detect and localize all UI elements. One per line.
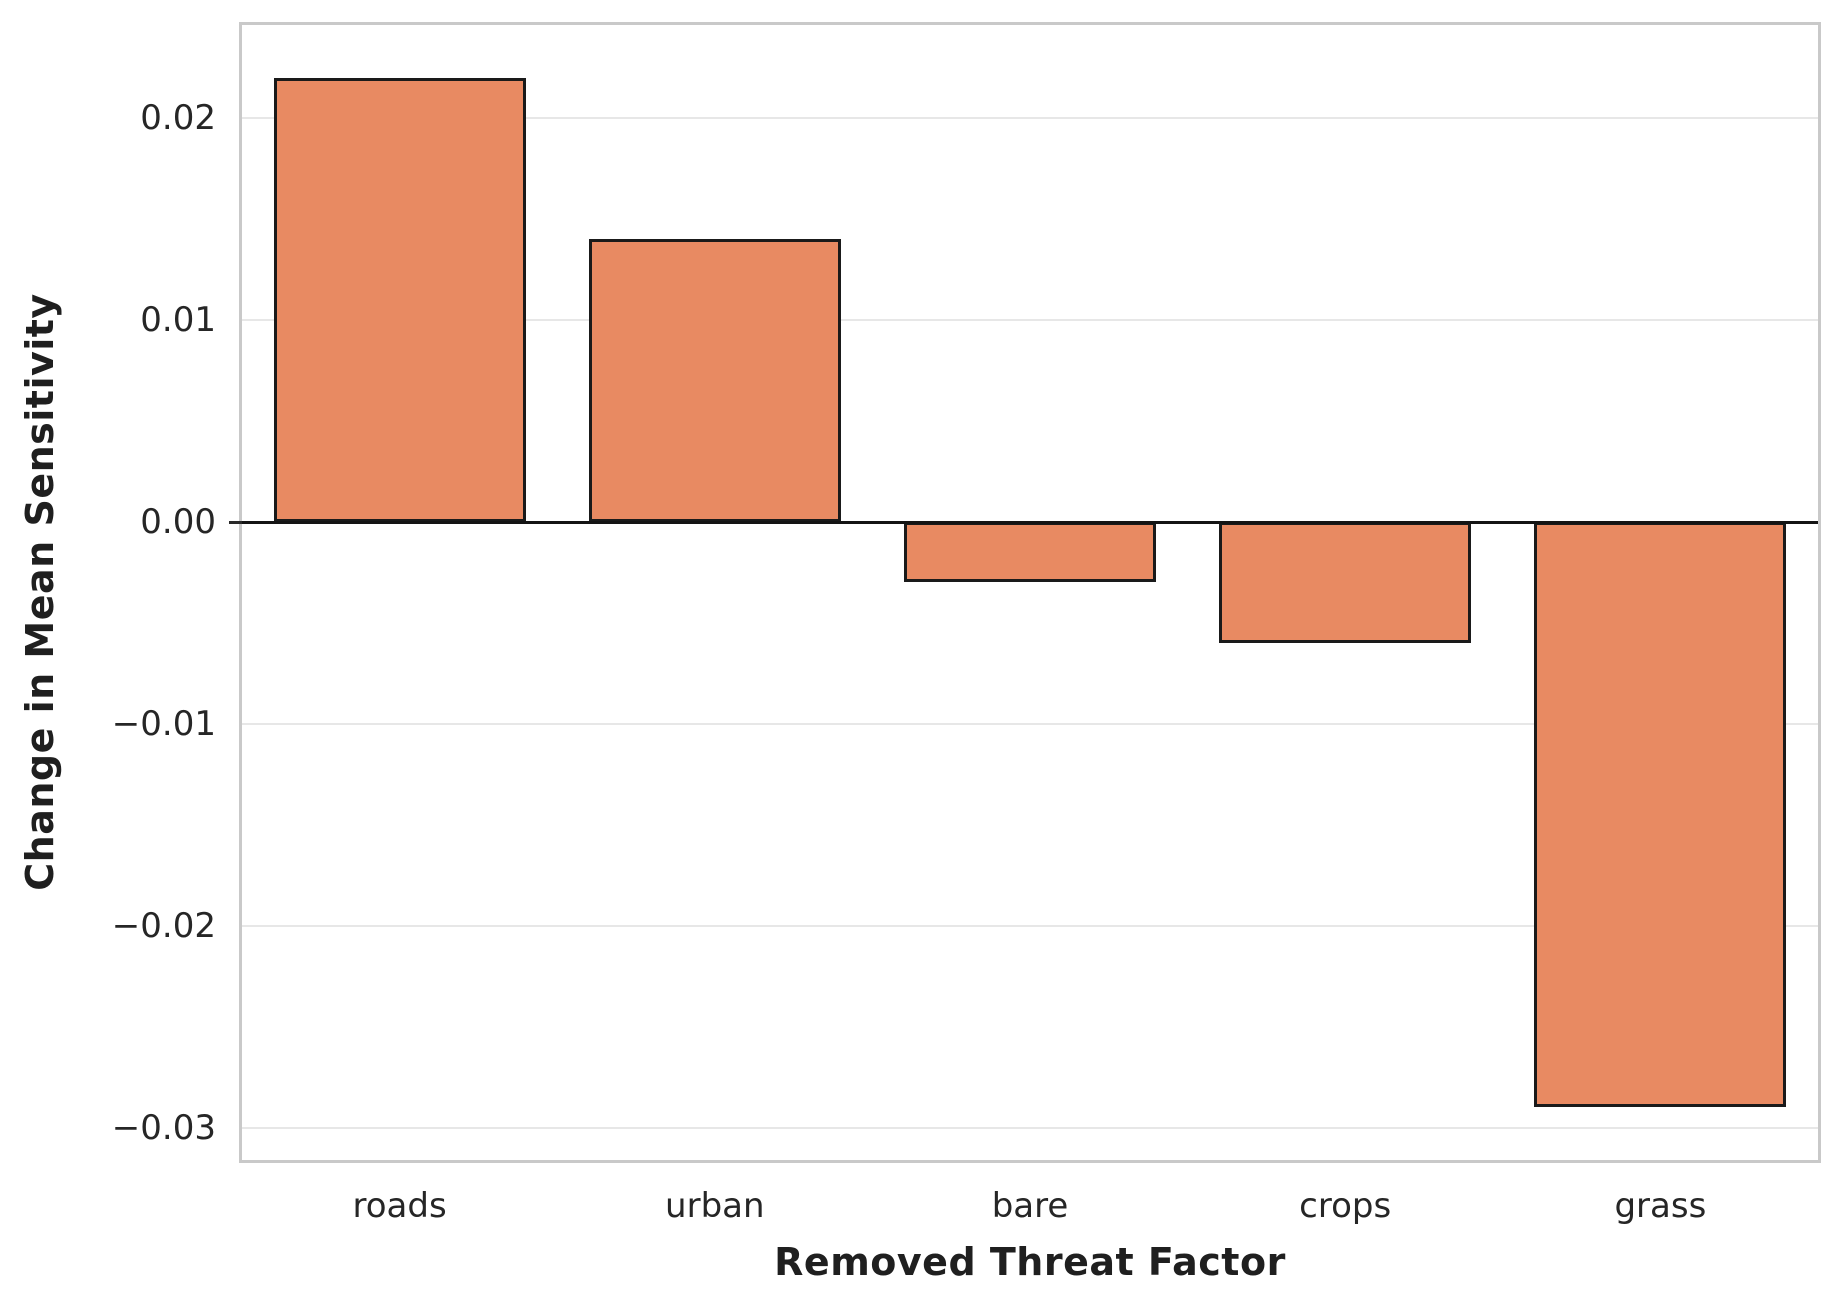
bar-roads: [273, 77, 526, 522]
x-tick-label-bare: bare: [991, 1186, 1069, 1226]
gridline-y-minus-0.03: [242, 1126, 1818, 1129]
y-tick-label: 0.02: [140, 97, 216, 138]
x-axis-title: Removed Threat Factor: [774, 1240, 1286, 1284]
plot-area: [242, 25, 1818, 1160]
gridline-y-0.02: [242, 116, 1818, 119]
x-tick-label-roads: roads: [352, 1186, 447, 1226]
x-tick-label-grass: grass: [1614, 1186, 1707, 1226]
bar-urban: [588, 239, 841, 522]
gridline-y-minus-0.02: [242, 924, 1818, 927]
y-axis-zero-tick-mark: [229, 520, 242, 524]
y-tick-label: 0.00: [140, 501, 216, 542]
zero-baseline: [242, 520, 1818, 524]
x-tick-label-crops: crops: [1299, 1186, 1392, 1226]
gridline-y-minus-0.01: [242, 722, 1818, 725]
y-tick-label: −0.02: [111, 905, 216, 946]
gridline-y-0.01: [242, 318, 1818, 321]
y-tick-label: −0.01: [111, 703, 216, 744]
bar-grass: [1534, 521, 1787, 1108]
y-tick-label: −0.03: [111, 1107, 216, 1148]
bar-bare: [903, 521, 1157, 583]
y-axis-title: Change in Mean Sensitivity: [18, 293, 62, 891]
y-tick-label: 0.01: [140, 299, 216, 340]
bar-crops: [1219, 521, 1472, 643]
x-tick-label-urban: urban: [665, 1186, 765, 1226]
